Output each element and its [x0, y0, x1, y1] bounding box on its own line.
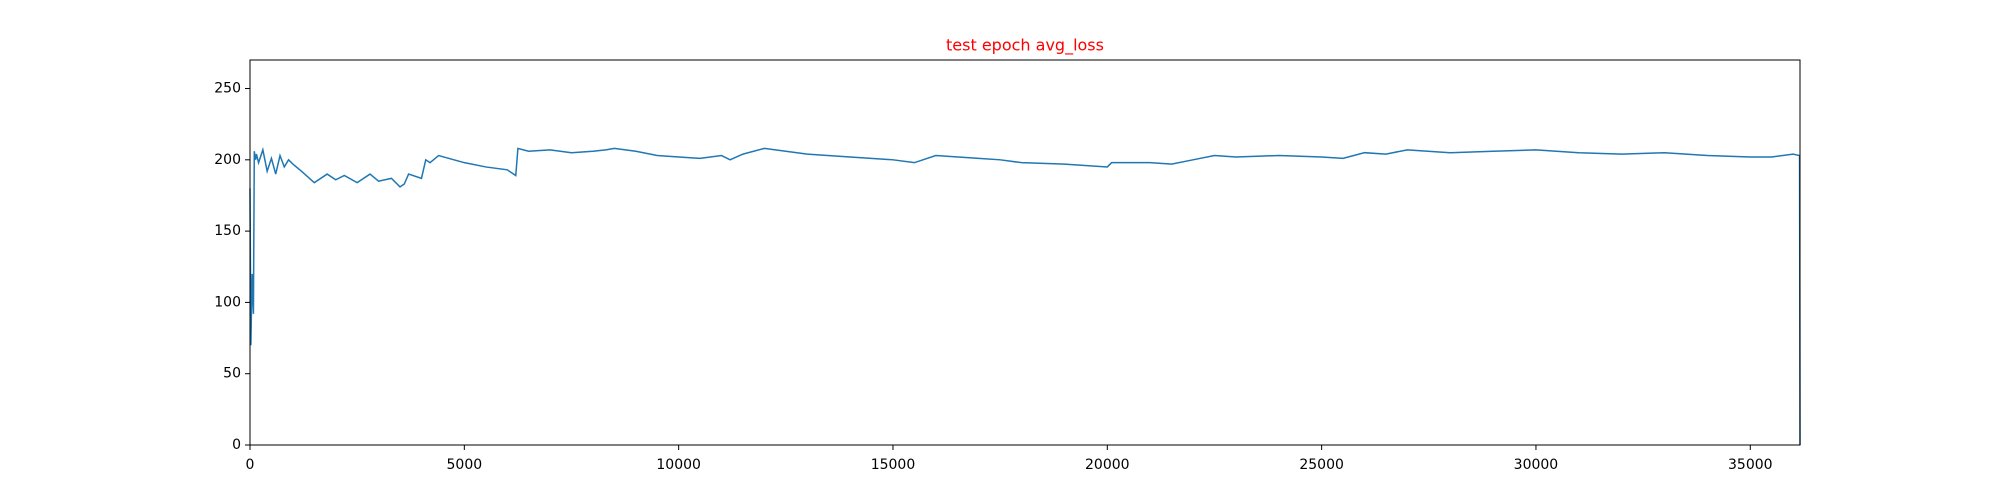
x-tick-label: 35000 — [1728, 457, 1773, 473]
x-tick-label: 30000 — [1514, 457, 1559, 473]
plot-frame — [249, 59, 1801, 446]
x-tick-label: 25000 — [1299, 457, 1344, 473]
line — [249, 146, 1801, 446]
x-tick-label: 20000 — [1085, 457, 1130, 473]
x-tick-label: 0 — [246, 457, 255, 473]
y-tick-label: 200 — [214, 152, 241, 168]
y-tick-label: 150 — [214, 223, 241, 239]
y-tick-label: 250 — [214, 81, 241, 97]
y-tick-label: 0 — [232, 437, 241, 453]
x-tick-label: 5000 — [447, 457, 483, 473]
y-tick-label: 100 — [214, 294, 241, 310]
chart-title: test epoch avg_loss — [946, 36, 1104, 56]
y-tick-label: 50 — [223, 366, 241, 382]
x-tick-label: 15000 — [871, 457, 916, 473]
x-tick-label: 10000 — [656, 457, 701, 473]
